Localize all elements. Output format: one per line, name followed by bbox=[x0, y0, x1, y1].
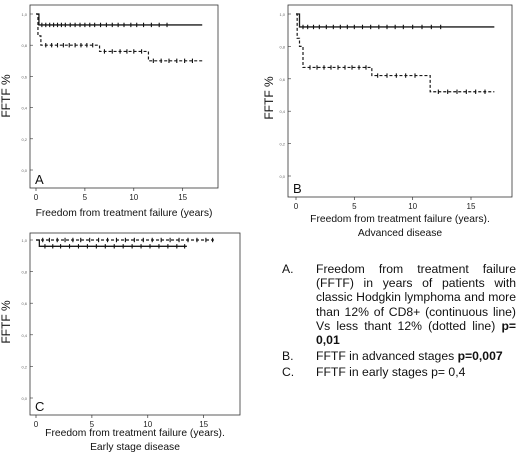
x-tick-label: 0 bbox=[34, 193, 39, 202]
x-tick-label: 15 bbox=[467, 202, 476, 211]
y-tick-label: 0,0 bbox=[21, 396, 27, 401]
chart-panel-c: 0,0 0,2 0,4 0,6 0,8 1,0 0 5 10 15 FFTF % Freedom fr… bbox=[0, 232, 241, 453]
x-axis-label: Freedom from treatment failure (years). bbox=[45, 428, 225, 439]
series-solid-line bbox=[36, 239, 187, 247]
series-dashed-line bbox=[296, 13, 495, 93]
y-tick-label: 0,0 bbox=[21, 168, 27, 173]
y-tick-label: 0,0 bbox=[279, 174, 285, 179]
caption-item-c: C. FFTF in early stages p= 0,4 bbox=[282, 365, 516, 379]
plot-frame bbox=[287, 4, 513, 198]
caption-text: Freedom from treatment failure (FFTF) in… bbox=[316, 262, 516, 333]
x-tick-label: 5 bbox=[90, 420, 95, 429]
caption-pvalue: p= 0,01 bbox=[316, 318, 516, 348]
y-axis-label: FFTF % bbox=[262, 76, 276, 120]
caption-item-b: B. FFTF in advanced stages p=0,007 bbox=[282, 349, 516, 363]
y-tick-label: 1,0 bbox=[279, 12, 285, 17]
chart-panel-a: 0,0 0,2 0,4 0,6 0,8 1,0 0 5 10 15 FFTF % Freedom fr… bbox=[0, 4, 219, 219]
x-tick-label: 10 bbox=[408, 202, 417, 211]
y-tick-label: 0,4 bbox=[21, 106, 27, 111]
y-tick-label: 0,8 bbox=[21, 270, 27, 275]
plot-frame bbox=[29, 4, 219, 189]
y-tick-label: 0,6 bbox=[21, 301, 27, 306]
x-tick-label: 15 bbox=[199, 420, 208, 429]
x-tick-label: 15 bbox=[178, 193, 187, 202]
caption-item-a: A. Freedom from treatment failure (FFTF)… bbox=[282, 262, 516, 347]
x-tick-label: 10 bbox=[129, 193, 138, 202]
x-tick-label: 0 bbox=[34, 420, 39, 429]
caption-pvalue: p=0,007 bbox=[457, 349, 503, 364]
figure-caption: A. Freedom from treatment failure (FFTF)… bbox=[282, 262, 516, 382]
caption-letter: C. bbox=[282, 365, 295, 380]
caption-letter: A. bbox=[282, 262, 294, 276]
panel-letter: B bbox=[293, 181, 302, 196]
x-axis-label: Freedom from treatment failure (years). bbox=[310, 214, 490, 225]
y-tick-label: 0,8 bbox=[21, 43, 27, 48]
x-axis-label: Freedom from treatment failure (years) bbox=[36, 208, 213, 219]
x-axis-sublabel: Early stage disease bbox=[90, 442, 180, 453]
y-tick-label: 1,0 bbox=[21, 12, 27, 17]
caption-text: FFTF in early stages p= 0,4 bbox=[316, 365, 466, 380]
x-tick-label: 0 bbox=[294, 202, 299, 211]
y-tick-label: 0,4 bbox=[21, 333, 27, 338]
y-tick-label: 0,2 bbox=[21, 364, 27, 369]
y-axis-label: FFTF % bbox=[0, 300, 13, 344]
plot-frame bbox=[29, 232, 241, 416]
x-tick-label: 10 bbox=[143, 420, 152, 429]
chart-panel-b: 0,0 0,2 0,4 0,6 0,8 1,0 0 5 10 15 FFTF % Freedom fr… bbox=[262, 4, 513, 239]
y-tick-label: 0,6 bbox=[21, 74, 27, 79]
y-axis-label: FFTF % bbox=[0, 74, 13, 118]
y-tick-label: 0,4 bbox=[279, 109, 285, 114]
y-tick-label: 0,2 bbox=[21, 137, 27, 142]
caption-text: FFTF in advanced stages bbox=[316, 349, 458, 364]
panel-letter: A bbox=[35, 172, 44, 187]
series-dashed-line bbox=[36, 13, 203, 62]
y-tick-label: 0,6 bbox=[279, 77, 285, 82]
x-tick-label: 5 bbox=[83, 193, 88, 202]
y-tick-label: 0,8 bbox=[279, 44, 285, 49]
y-tick-label: 1,0 bbox=[21, 238, 27, 243]
panel-letter: C bbox=[35, 399, 44, 414]
caption-letter: B. bbox=[282, 349, 294, 364]
x-tick-label: 5 bbox=[352, 202, 357, 211]
x-axis-sublabel: Advanced disease bbox=[358, 228, 442, 239]
y-tick-label: 0,2 bbox=[279, 142, 285, 147]
